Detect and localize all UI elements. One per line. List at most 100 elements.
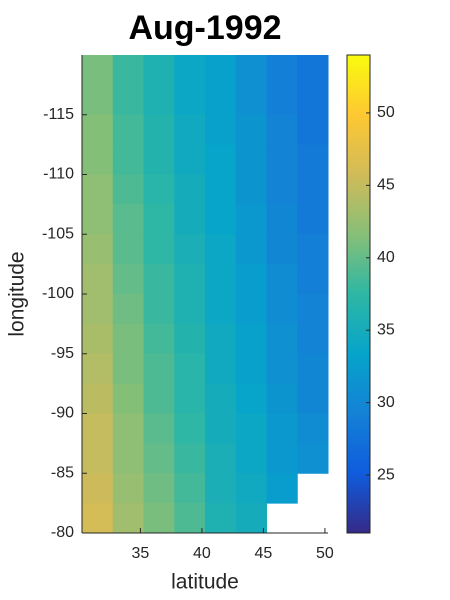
x-tick-label: 50 — [316, 545, 334, 562]
heatmap-cell — [82, 443, 114, 474]
heatmap-cell — [174, 413, 206, 444]
heatmap-cell — [297, 174, 329, 205]
heatmap-cell — [143, 383, 175, 414]
x-tick-label: 40 — [193, 545, 211, 562]
heatmap-cell — [112, 443, 144, 474]
heatmap-cell — [266, 294, 298, 325]
colorbar-tick-label: 40 — [377, 249, 395, 266]
heatmap-cell — [82, 383, 114, 414]
heatmap-cell — [266, 383, 298, 414]
heatmap-cell — [235, 503, 267, 534]
heatmap-cell — [143, 55, 175, 86]
heatmap-cell — [205, 234, 237, 265]
heatmap-cell — [82, 174, 114, 205]
heatmap-cell — [266, 174, 298, 205]
heatmap-cell — [235, 383, 267, 414]
x-tick-label: 45 — [255, 545, 273, 562]
heatmap-cell — [143, 413, 175, 444]
heatmap-cell — [266, 84, 298, 116]
heatmap-cell — [266, 353, 298, 385]
heatmap-cell — [205, 144, 237, 175]
heatmap-cell — [82, 473, 114, 504]
heatmap-cell — [174, 234, 206, 265]
heatmap-cell — [205, 114, 237, 146]
heatmap-cell — [205, 473, 237, 504]
heatmap-cell — [235, 144, 267, 175]
heatmap-cell — [205, 503, 237, 534]
heatmap-cell — [143, 323, 175, 355]
heatmap-cell — [297, 264, 329, 295]
heatmap-cell — [297, 84, 329, 116]
y-tick-label: -110 — [43, 166, 74, 183]
heatmap-cell — [235, 55, 267, 86]
heatmap-cell — [174, 353, 206, 385]
heatmap-cell — [112, 473, 144, 504]
colorbar-tick-label: 50 — [377, 104, 395, 121]
y-tick-label: -115 — [43, 106, 74, 123]
heatmap-cell — [174, 174, 206, 205]
heatmap-cell — [143, 84, 175, 116]
heatmap-cell — [174, 114, 206, 146]
heatmap-cell — [82, 55, 114, 86]
heatmap-cell — [235, 114, 267, 146]
y-tick-label: -95 — [51, 345, 74, 362]
heatmap-cell — [266, 473, 298, 504]
heatmap-cell — [112, 174, 144, 205]
heatmap-cell — [205, 353, 237, 385]
heatmap-cell — [82, 353, 114, 385]
heatmap-cell — [112, 264, 144, 295]
colorbar-tick-label: 35 — [377, 321, 395, 338]
heatmap-cell — [82, 294, 114, 325]
colorbar — [346, 54, 371, 534]
heatmap-cell — [297, 114, 329, 146]
heatmap-cell — [205, 413, 237, 444]
heatmap-cell — [205, 174, 237, 205]
heatmap-cell — [143, 503, 175, 534]
heatmap-cell — [82, 323, 114, 355]
heatmap-cell — [112, 413, 144, 444]
heatmap-cell — [143, 353, 175, 385]
heatmap-cell — [143, 144, 175, 175]
heatmap-cell — [143, 204, 175, 235]
heatmap-cell — [174, 204, 206, 235]
heatmap-cell — [266, 264, 298, 295]
heatmap-cell — [235, 473, 267, 504]
heatmap-cell — [205, 55, 237, 86]
heatmap-cell — [297, 383, 329, 414]
heatmap-cell — [266, 144, 298, 175]
heatmap-cell — [205, 264, 237, 295]
heatmap-cell — [143, 473, 175, 504]
heatmap-cell — [266, 114, 298, 146]
heatmap-cell — [235, 353, 267, 385]
heatmap-cell — [297, 55, 329, 86]
heatmap-cell — [174, 294, 206, 325]
x-axis-label: latitude — [171, 571, 239, 594]
colorbar-tick-label: 25 — [377, 466, 395, 483]
heatmap-cell — [112, 55, 144, 86]
y-tick-label: -100 — [42, 285, 74, 302]
heatmap-cell — [297, 204, 329, 235]
heatmap-cell — [235, 443, 267, 474]
heatmap-cell — [112, 294, 144, 325]
heatmap-cell — [112, 353, 144, 385]
colorbar-tick-label: 30 — [377, 394, 395, 411]
heatmap-cell — [82, 144, 114, 175]
heatmap-cell — [266, 55, 298, 86]
heatmap-cell — [235, 234, 267, 265]
heatmap-cell — [82, 114, 114, 146]
heatmap-cell — [297, 294, 329, 325]
heatmap-cell — [235, 264, 267, 295]
x-tick-label: 35 — [132, 545, 150, 562]
heatmap-cell — [174, 383, 206, 414]
y-tick-label: -105 — [42, 225, 74, 242]
chart-title: Aug-1992 — [128, 9, 281, 47]
heatmap-cell — [297, 144, 329, 175]
heatmap-cell — [297, 234, 329, 265]
y-tick-label: -85 — [51, 464, 74, 481]
y-tick-label: -80 — [51, 524, 74, 541]
heatmap-cell — [235, 294, 267, 325]
heatmap-cell — [112, 144, 144, 175]
heatmap-cell — [205, 443, 237, 474]
heatmap-cell — [82, 204, 114, 235]
